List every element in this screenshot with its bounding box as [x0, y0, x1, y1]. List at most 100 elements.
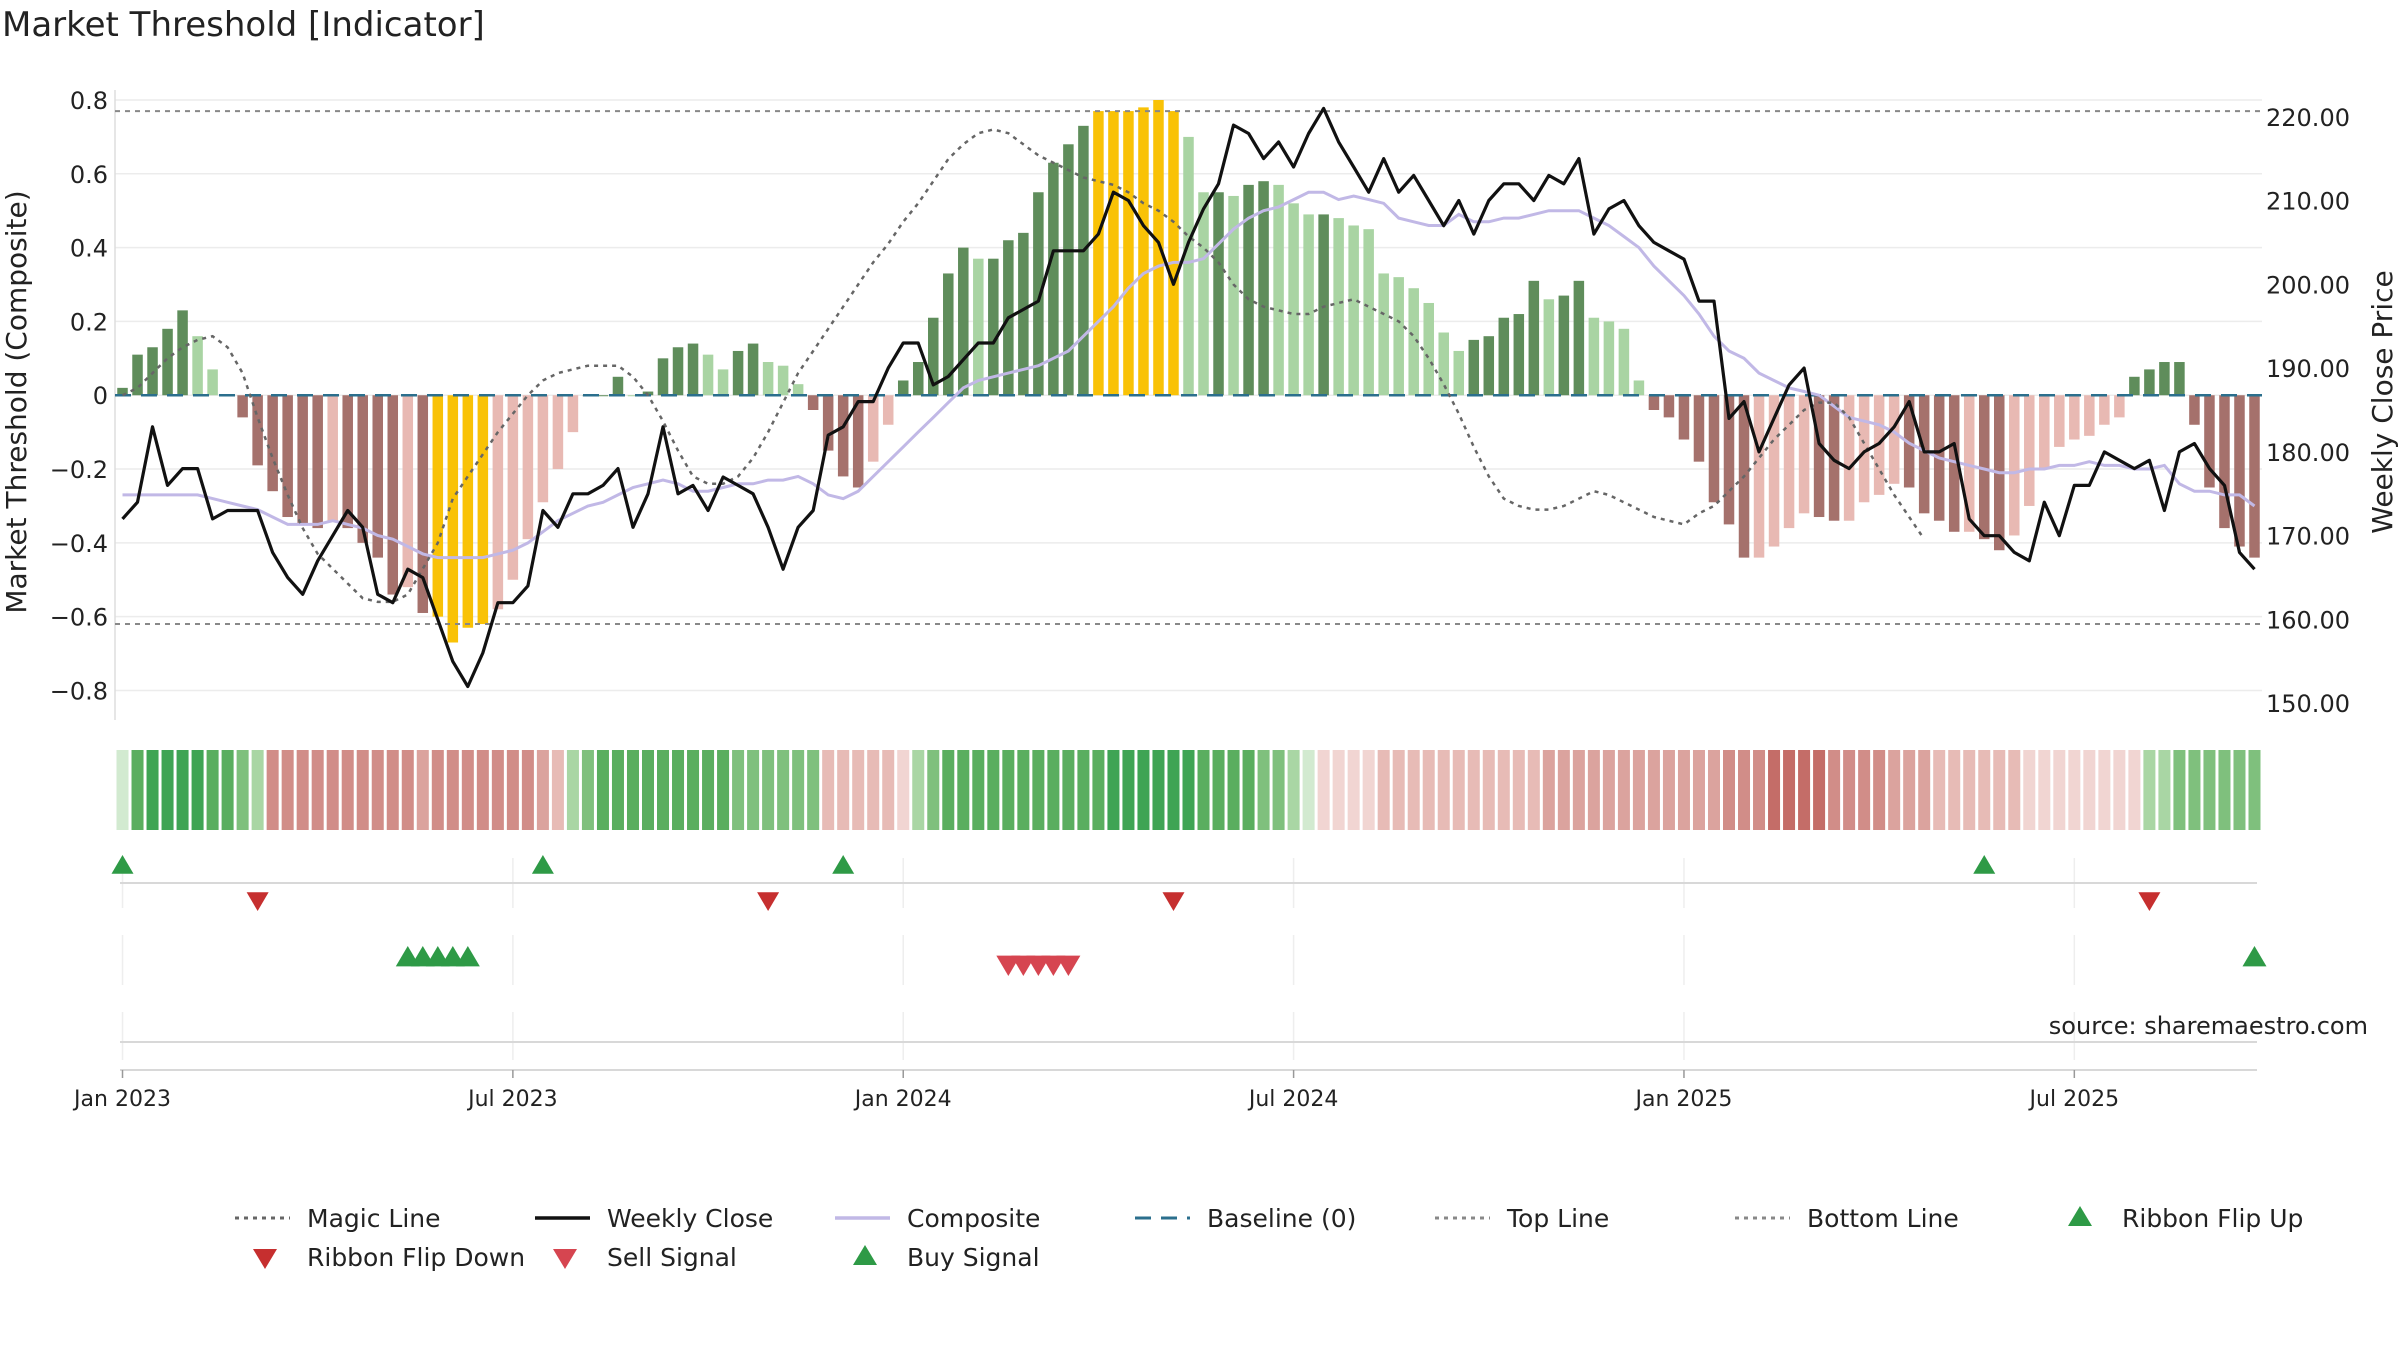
ribbon-cell: [1978, 750, 1991, 830]
legend-label: Baseline (0): [1207, 1204, 1356, 1233]
composite-bar: [297, 395, 308, 525]
composite-bar: [852, 395, 864, 488]
composite-bar: [1498, 317, 1510, 396]
ribbon-cell: [2233, 750, 2246, 830]
y-tick-label: −0.6: [50, 604, 108, 632]
composite-bar: [2024, 395, 2035, 506]
ribbon-cell: [1392, 750, 1405, 830]
composite-bar: [1063, 144, 1074, 396]
composite-bar: [1768, 395, 1780, 547]
ribbon-flip-down-marker: [1162, 892, 1185, 911]
y-tick-label: 0.6: [70, 161, 108, 189]
ribbon-cell: [1182, 750, 1195, 830]
composite-bar: [1543, 299, 1555, 396]
composite-bar: [762, 362, 774, 396]
ribbon-cell: [657, 750, 670, 830]
composite-bar: [1678, 395, 1690, 440]
ribbon-cell: [266, 750, 279, 830]
ribbon-cell: [281, 750, 294, 830]
ribbon-cell: [942, 750, 955, 830]
ribbon-cell: [401, 750, 414, 830]
ribbon-cell: [386, 750, 399, 830]
composite-bar: [462, 395, 474, 628]
y2-tick-label: 180.00: [2266, 439, 2350, 467]
y2-axis-title: Weekly Close Price: [2366, 270, 2399, 533]
ribbon-cell: [2188, 750, 2201, 830]
composite-bar: [2129, 376, 2140, 396]
composite-bar: [973, 258, 984, 396]
y2-tick-label: 160.00: [2266, 606, 2350, 634]
composite-bar: [912, 362, 924, 396]
y2-tick-label: 200.00: [2266, 271, 2350, 299]
ribbon-cell: [957, 750, 970, 830]
ribbon-cell: [1077, 750, 1090, 830]
composite-bar: [1198, 192, 1209, 396]
composite-bar: [612, 376, 624, 396]
ribbon-cell: [1422, 750, 1435, 830]
composite-bar: [732, 350, 744, 396]
x-tick-label: Jan 2023: [72, 1087, 171, 1112]
ribbon-cell: [702, 750, 715, 830]
composite-bar: [1153, 100, 1164, 396]
ribbon-cell: [717, 750, 730, 830]
ribbon-cell: [2098, 750, 2111, 830]
composite-bar: [477, 395, 489, 625]
composite-bar: [1318, 214, 1329, 396]
composite-bar: [1423, 302, 1434, 396]
composite-bar: [1393, 277, 1404, 396]
sell-signal-marker: [996, 955, 1021, 976]
y2-tick-label: 210.00: [2266, 188, 2350, 216]
ribbon-cell: [1933, 750, 1946, 830]
ribbon-cell: [1092, 750, 1105, 830]
ribbon-flip-down-marker: [2138, 892, 2161, 911]
buy-signal-marker: [425, 946, 450, 967]
composite-bar: [2144, 369, 2155, 396]
composite-bar: [687, 343, 699, 396]
composite-bar: [1573, 280, 1585, 396]
composite-bar: [747, 343, 759, 396]
ribbon-cell: [1798, 750, 1811, 830]
y2-tick-label: 220.00: [2266, 104, 2350, 132]
composite-bar: [627, 395, 639, 397]
legend-swatch-triangle-up: [853, 1245, 877, 1265]
composite-bar: [2189, 395, 2200, 425]
composite-bar: [207, 369, 218, 396]
legend-label: Composite: [907, 1204, 1040, 1233]
ribbon-cell: [1993, 750, 2006, 830]
composite-bar: [1303, 214, 1314, 396]
composite-bar: [357, 395, 368, 543]
ribbon-cell: [2143, 750, 2156, 830]
ribbon-cell: [747, 750, 760, 830]
legend-label: Bottom Line: [1807, 1204, 1959, 1233]
ribbon-cell: [897, 750, 910, 830]
x-tick-label: Jan 2024: [853, 1087, 952, 1112]
ribbon-cell: [1197, 750, 1210, 830]
composite-bar: [1123, 111, 1134, 396]
composite-bar: [1213, 192, 1224, 396]
ribbon-cell: [732, 750, 745, 830]
ribbon-cell: [1602, 750, 1615, 830]
composite-bar: [1168, 111, 1179, 396]
composite-bar: [792, 384, 804, 396]
ribbon-cell: [792, 750, 805, 830]
composite-bar: [1963, 395, 1975, 532]
ribbon-cell: [491, 750, 504, 830]
ribbon-cell: [1768, 750, 1781, 830]
y-tick-label: 0.2: [70, 308, 108, 336]
composite-bar: [822, 395, 834, 451]
composite-bar: [417, 395, 429, 613]
ribbon-cell: [1497, 750, 1510, 830]
ribbon-cell: [476, 750, 489, 830]
sell-signal-marker: [1026, 955, 1051, 976]
legend-label: Ribbon Flip Down: [307, 1243, 525, 1272]
legend-item: Magic Line: [235, 1204, 441, 1233]
composite-bar: [1288, 203, 1299, 396]
ribbon-cell: [972, 750, 985, 830]
composite-bar: [1813, 395, 1825, 518]
composite-bar: [1033, 192, 1044, 396]
composite-bar: [2219, 395, 2230, 529]
ribbon-cell: [296, 750, 309, 830]
ribbon-cell: [1212, 750, 1225, 830]
y-tick-label: −0.2: [50, 456, 108, 484]
ribbon-cell: [236, 750, 249, 830]
